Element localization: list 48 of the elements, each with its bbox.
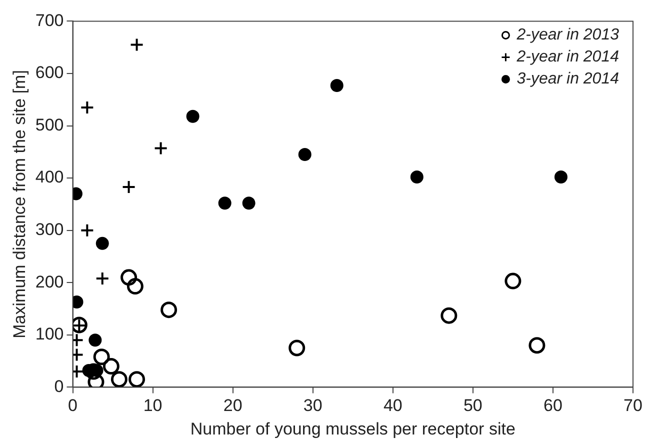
- y-tick-label: 0: [54, 376, 64, 396]
- point: [110, 371, 128, 388]
- point: [126, 278, 144, 295]
- point: [186, 110, 200, 123]
- point: [298, 148, 312, 162]
- point: [130, 38, 144, 52]
- point: [93, 348, 110, 366]
- point: [218, 196, 232, 210]
- x-tick-label: 0: [68, 396, 78, 416]
- y-tick-label: 400: [35, 168, 64, 187]
- point: [122, 180, 136, 194]
- x-tick-label: 70: [624, 396, 642, 416]
- y-tick-label: 300: [35, 220, 64, 240]
- point: [440, 307, 458, 324]
- x-tick-label: 30: [303, 396, 322, 416]
- x-tick-label: 60: [544, 396, 562, 416]
- point: [504, 272, 522, 290]
- point: [554, 170, 568, 184]
- point: [88, 334, 102, 347]
- y-tick-label: 700: [35, 10, 64, 30]
- legend-label: 2-year in 2014: [516, 48, 620, 66]
- x-axis-title: Number of young mussels per receptor site: [190, 419, 516, 438]
- x-tick-label: 40: [383, 396, 402, 416]
- y-axis-title: Maximum distance from the site [m]: [10, 70, 29, 338]
- point: [96, 236, 109, 250]
- legend-label: 2-year in 2013: [516, 26, 620, 44]
- point: [288, 340, 306, 356]
- point: [330, 79, 344, 92]
- point: [410, 170, 424, 184]
- y-tick-label: 500: [35, 115, 64, 134]
- point: [80, 223, 94, 238]
- point: [528, 337, 546, 354]
- y-tick-label: 600: [35, 63, 64, 82]
- y-tick-label: 100: [35, 324, 64, 344]
- legend-label: 3-year in 2014: [516, 70, 620, 88]
- point: [242, 196, 256, 210]
- x-tick-label: 50: [463, 396, 482, 416]
- point: [154, 141, 168, 156]
- point: [160, 302, 178, 318]
- y-tick-label: 200: [35, 272, 64, 292]
- point: [120, 269, 138, 286]
- point: [128, 371, 146, 388]
- point: [80, 100, 94, 114]
- point: [88, 374, 104, 388]
- point: [102, 358, 120, 375]
- x-tick-label: 10: [143, 396, 162, 416]
- point: [95, 271, 110, 286]
- x-tick-label: 20: [223, 396, 242, 416]
